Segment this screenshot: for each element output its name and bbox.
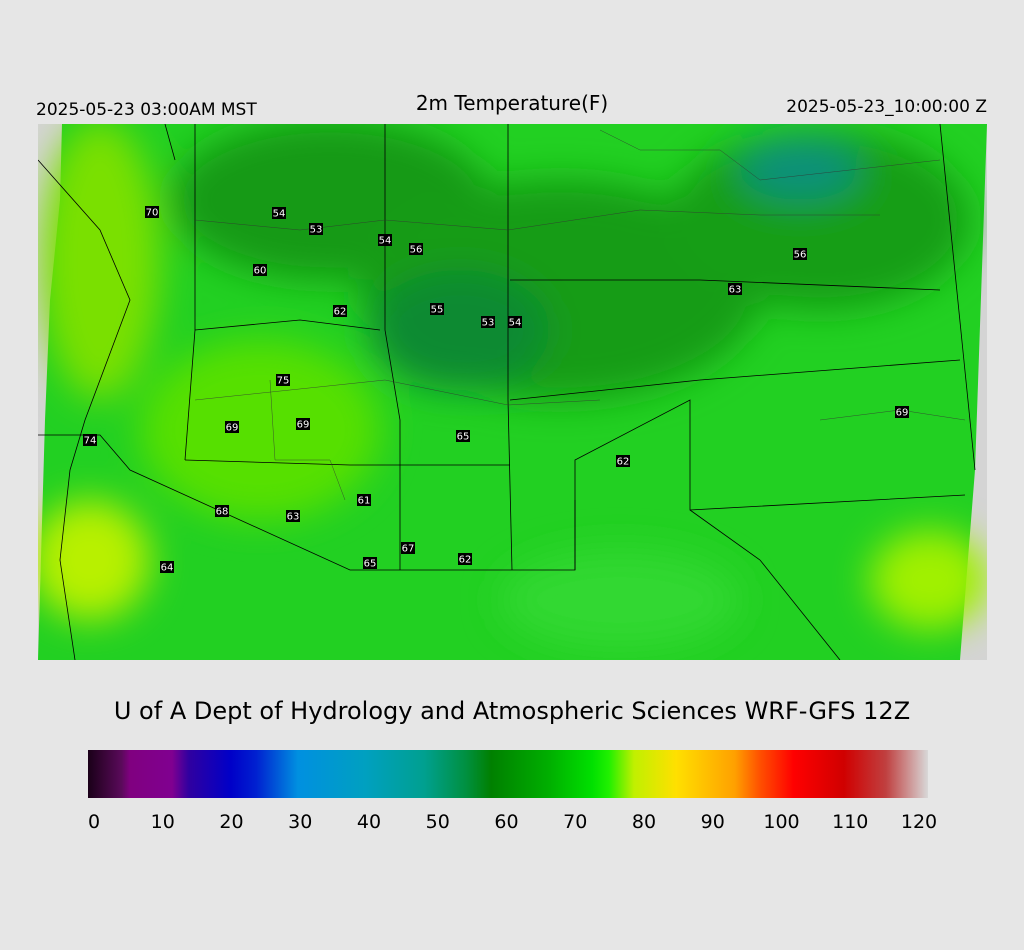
station-box — [481, 316, 495, 328]
station-value: 65 — [457, 432, 470, 443]
station-value: 68 — [216, 507, 229, 518]
map-title: 2m Temperature(F) — [416, 91, 608, 115]
station-value: 62 — [617, 457, 630, 468]
station-box — [309, 223, 323, 235]
colorbar-tick-label: 40 — [357, 811, 381, 833]
station-box — [215, 505, 229, 517]
station-box — [793, 248, 807, 260]
station-box — [401, 542, 415, 554]
colorbar-tick-label: 30 — [288, 811, 312, 833]
valid-time-utc: 2025-05-23_10:00:00 Z — [786, 97, 987, 117]
colorbar-tick-label: 0 — [88, 811, 100, 833]
station-value: 53 — [482, 318, 495, 329]
station-value: 67 — [402, 544, 415, 555]
station-box — [286, 510, 300, 522]
station-value: 56 — [410, 245, 423, 256]
station-value: 54 — [273, 209, 286, 220]
colorbar — [88, 750, 928, 798]
station-value: 74 — [84, 436, 97, 447]
colorbar-tick-label: 10 — [151, 811, 175, 833]
station-value: 54 — [509, 318, 522, 329]
station-value: 63 — [729, 285, 742, 296]
station-box — [409, 243, 423, 255]
colorbar-tick-label: 110 — [832, 811, 868, 833]
colorbar-ticks: 0 10 20 30 40 50 60 70 80 90 100 110 120 — [88, 811, 937, 833]
station-box — [458, 553, 472, 565]
station-value: 64 — [161, 563, 174, 574]
station-box — [276, 374, 290, 386]
station-box — [616, 455, 630, 467]
station-value: 61 — [358, 496, 371, 507]
station-box — [508, 316, 522, 328]
station-box — [333, 305, 347, 317]
station-box — [272, 207, 286, 219]
station-value: 65 — [364, 559, 377, 570]
map — [38, 124, 987, 660]
station-box — [363, 557, 377, 569]
station-box — [378, 234, 392, 246]
station-box — [160, 561, 174, 573]
colorbar-tick-label: 90 — [701, 811, 725, 833]
station-value: 62 — [334, 307, 347, 318]
station-value: 69 — [226, 423, 239, 434]
station-box — [895, 406, 909, 418]
station-value: 63 — [287, 512, 300, 523]
station-box — [145, 206, 159, 218]
colorbar-tick-label: 100 — [763, 811, 799, 833]
credit: U of A Dept of Hydrology and Atmospheric… — [114, 697, 910, 725]
colorbar-tick-label: 20 — [219, 811, 243, 833]
station-value: 53 — [310, 225, 323, 236]
colorbar-tick-label: 50 — [426, 811, 450, 833]
station-box — [225, 421, 239, 433]
colorbar-tick-label: 70 — [563, 811, 587, 833]
colorbar-tick-label: 80 — [632, 811, 656, 833]
station-value: 56 — [794, 250, 807, 261]
station-value: 55 — [431, 305, 444, 316]
colorbar-tick-label: 60 — [494, 811, 518, 833]
colorbar-tick-label: 120 — [901, 811, 937, 833]
station-box — [253, 264, 267, 276]
station-box — [296, 418, 310, 430]
station-value: 54 — [379, 236, 392, 247]
station-value: 75 — [277, 376, 290, 387]
valid-time-local: 2025-05-23 03:00AM MST — [36, 100, 257, 120]
station-box — [728, 283, 742, 295]
station-box — [83, 434, 97, 446]
station-box — [456, 430, 470, 442]
station-value: 62 — [459, 555, 472, 566]
station-value: 70 — [146, 208, 159, 219]
station-value: 69 — [297, 420, 310, 431]
station-box — [430, 303, 444, 315]
station-labels: 70 54 53 54 56 60 62 55 53 54 56 63 75 69 69 65 74 62 69 61… — [83, 206, 909, 574]
station-box — [357, 494, 371, 506]
station-value: 60 — [254, 266, 267, 277]
station-value: 69 — [896, 408, 909, 419]
